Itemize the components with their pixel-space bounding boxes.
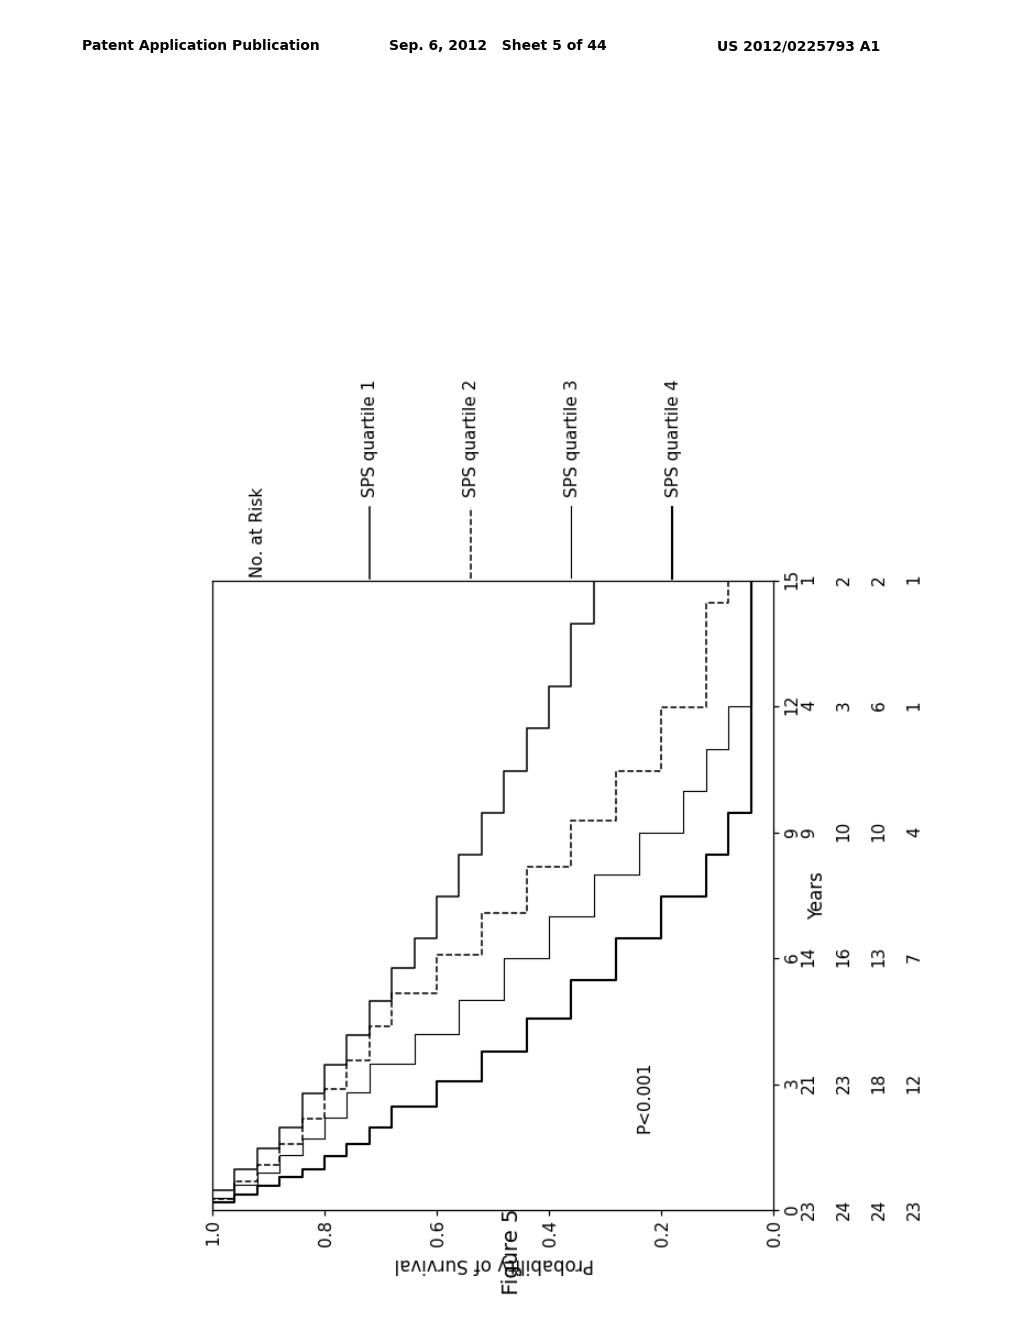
Text: Patent Application Publication: Patent Application Publication <box>82 40 319 53</box>
Text: US 2012/0225793 A1: US 2012/0225793 A1 <box>717 40 880 53</box>
Text: Sep. 6, 2012   Sheet 5 of 44: Sep. 6, 2012 Sheet 5 of 44 <box>389 40 607 53</box>
